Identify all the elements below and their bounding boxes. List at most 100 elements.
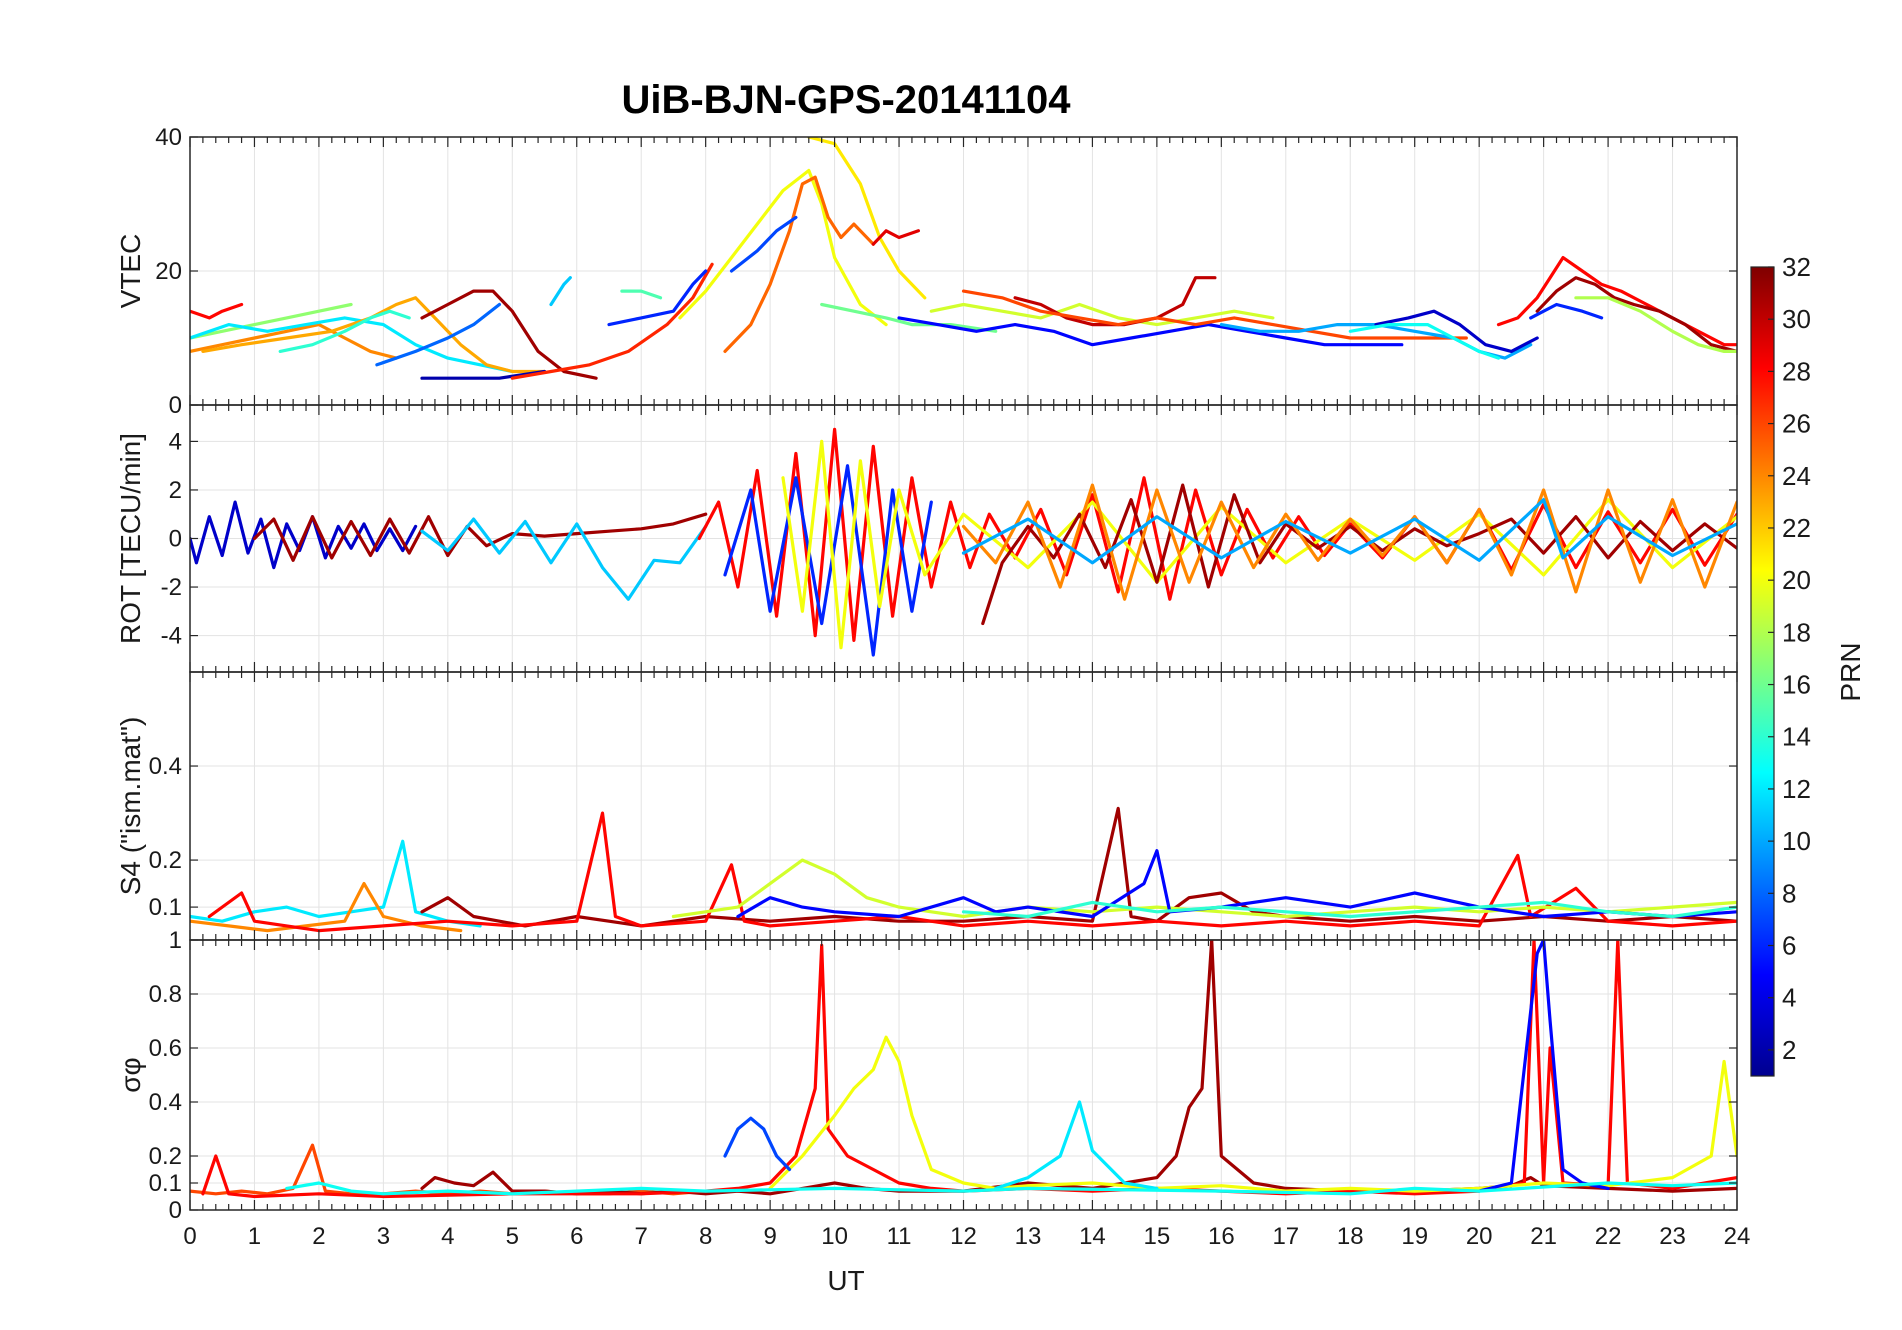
trace-prn-7	[723, 1116, 792, 1172]
x-tick-label: 24	[1724, 1223, 1751, 1250]
trace-prn-15	[620, 289, 663, 300]
trace-prn-7	[729, 215, 798, 273]
colorbar-tick-label: 32	[1782, 252, 1811, 282]
y-axis-label-sigma: σφ	[115, 1057, 146, 1092]
panel-s4: 0.1 0.2 0.4S4 ("ism.mat")	[115, 671, 1738, 941]
trace-prn-29	[871, 229, 920, 246]
x-tick-label: 19	[1401, 1223, 1428, 1250]
x-tick-label: 8	[699, 1223, 712, 1250]
trace-prn-31	[981, 483, 1737, 626]
colorbar-tick-label: 24	[1782, 461, 1811, 491]
colorbar-tick-label: 18	[1782, 617, 1811, 647]
colorbar-tick-label: 14	[1782, 722, 1811, 752]
trace-prn-8	[375, 302, 501, 367]
x-tick-label: 22	[1595, 1223, 1622, 1250]
trace-prn-21	[807, 137, 927, 300]
panel-rot: -4 -2 0 2 4 ROT [TECU/min]	[115, 404, 1738, 673]
y-tick-label: 40	[155, 124, 182, 151]
trace-prn-5	[1477, 940, 1610, 1193]
trace-prn-16	[820, 302, 998, 333]
trace-prn-27	[510, 262, 714, 380]
y-tick-label: 0.1	[149, 1170, 182, 1197]
trace-prn-3	[1374, 309, 1539, 353]
y-tick-label: 0.6	[149, 1035, 182, 1062]
x-tick-label: 12	[950, 1223, 977, 1250]
trace-prn-12	[994, 1100, 1159, 1190]
y-axis-label-vtec: VTEC	[115, 234, 146, 309]
x-tick-label: 11	[887, 1223, 912, 1250]
trace-prn-23	[201, 296, 547, 374]
trace-prn-24	[190, 323, 398, 360]
y-tick-label: -4	[161, 623, 182, 650]
x-tick-label: 9	[763, 1223, 776, 1250]
colorbar-gradient	[1750, 266, 1775, 1077]
colorbar-tick-label: 22	[1782, 513, 1811, 543]
x-tick-label: 4	[441, 1223, 454, 1250]
colorbar-tick-label: 26	[1782, 409, 1811, 439]
x-tick-label: 13	[1015, 1223, 1042, 1250]
colorbar-label: PRN	[1835, 642, 1866, 701]
x-tick-label: 23	[1659, 1223, 1686, 1250]
y-tick-label: 0.1	[149, 894, 182, 921]
x-axis-label: UT	[827, 1265, 864, 1296]
trace-prn-12	[190, 839, 482, 928]
y-tick-label: 4	[169, 428, 182, 455]
trace-prn-18	[1574, 296, 1737, 353]
colorbar-tick-label: 10	[1782, 826, 1811, 856]
x-tick-label: 0	[183, 1223, 196, 1250]
trace-prn-28	[1496, 256, 1737, 347]
colorbar-tick-label: 30	[1782, 304, 1811, 334]
y-tick-label: 0.2	[149, 847, 182, 874]
x-tick-label: 7	[635, 1223, 648, 1250]
y-tick-label: 20	[155, 258, 182, 285]
trace-prn-5	[897, 316, 1404, 347]
x-tick-label: 17	[1272, 1223, 1299, 1250]
colorbar-tick-label: 4	[1782, 983, 1796, 1013]
colorbar-tick-label: 28	[1782, 356, 1811, 386]
trace-prn-31	[252, 512, 708, 562]
trace-prn-6	[607, 269, 708, 327]
y-tick-label: -2	[161, 574, 182, 601]
x-tick-label: 10	[821, 1223, 848, 1250]
trace-prn-11	[549, 276, 572, 307]
x-tick-label: 14	[1079, 1223, 1106, 1250]
y-axis-label-rot: ROT [TECU/min]	[115, 433, 146, 644]
trace-prn-31	[420, 289, 598, 380]
trace-prn-14	[278, 309, 411, 353]
traces-vtec	[190, 137, 1737, 380]
y-tick-label: 0.4	[149, 753, 182, 780]
x-tick-label: 20	[1466, 1223, 1493, 1250]
y-axis-label-s4: S4 ("ism.mat")	[115, 717, 146, 896]
y-tick-label: 0.4	[149, 1089, 182, 1116]
trace-prn-28	[207, 811, 1737, 933]
trace-prn-19	[929, 302, 1275, 327]
trace-prn-24	[961, 483, 1737, 601]
y-tick-label: 0.2	[149, 1143, 182, 1170]
trace-prn-20	[678, 168, 888, 327]
colorbar-tick-label: 16	[1782, 670, 1811, 700]
colorbar-tick-label: 20	[1782, 565, 1811, 595]
trace-prn-28	[190, 302, 244, 320]
y-tick-label: 0	[169, 392, 182, 419]
x-tick-label: 18	[1337, 1223, 1364, 1250]
trace-prn-25	[723, 175, 875, 353]
x-tick-label: 6	[570, 1223, 583, 1250]
trace-prn-13	[1348, 323, 1501, 360]
trace-prn-28	[697, 427, 1737, 642]
x-tick-label: 3	[377, 1223, 390, 1250]
colorbar-tick-label: 12	[1782, 774, 1811, 804]
colorbar-tick-label: 8	[1782, 878, 1796, 908]
x-tick-label: 15	[1144, 1223, 1171, 1250]
trace-prn-11	[420, 517, 708, 601]
y-tick-label: 0	[169, 1197, 182, 1224]
trace-prn-26	[961, 289, 1468, 340]
colorbar-tick-label: 2	[1782, 1035, 1796, 1065]
trace-prn-10	[961, 498, 1737, 565]
trace-prn-31	[1535, 276, 1737, 353]
panel-vtec: 0 20 40 VTEC	[115, 124, 1738, 419]
y-tick-label: 0.8	[149, 981, 182, 1008]
